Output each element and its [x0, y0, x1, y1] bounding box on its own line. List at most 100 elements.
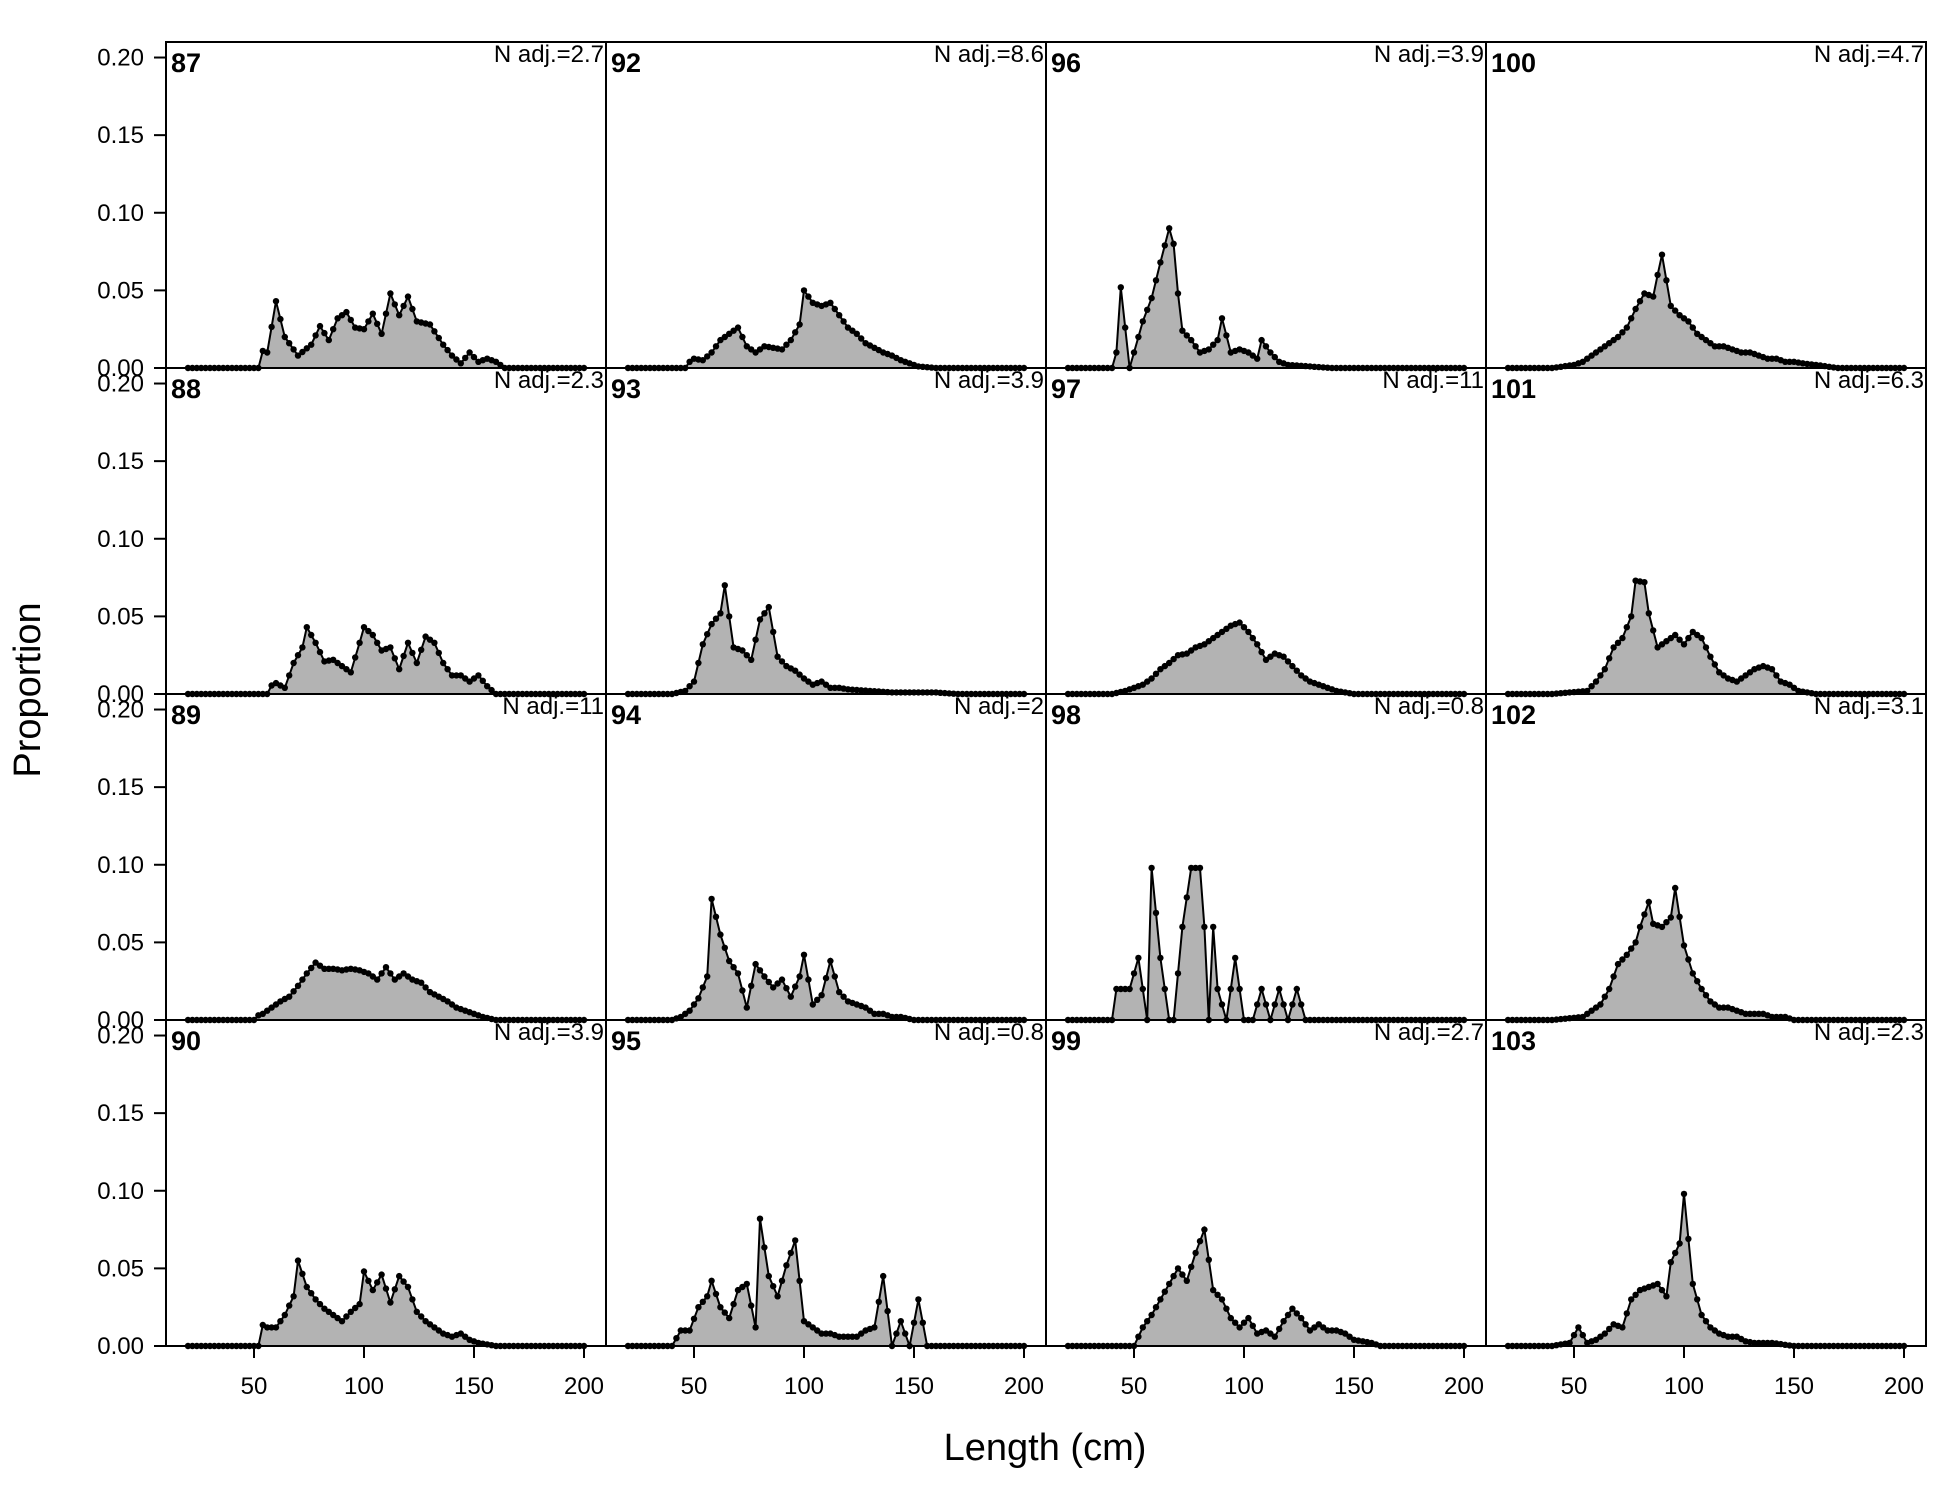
data-point — [765, 603, 772, 611]
panel-label: 95 — [611, 1026, 641, 1056]
data-point — [919, 1319, 926, 1326]
data-point — [343, 1313, 350, 1320]
data-point — [787, 993, 794, 1000]
data-point — [752, 1324, 759, 1331]
data-point — [312, 332, 319, 339]
data-point — [1196, 1238, 1204, 1245]
data-point — [739, 333, 746, 341]
data-point — [752, 960, 759, 968]
data-point — [378, 330, 385, 337]
n-adj-label: N adj.=3.9 — [494, 1019, 604, 1046]
data-point — [840, 318, 847, 325]
data-point — [1663, 1293, 1670, 1300]
panel-frame — [1485, 1019, 1927, 1347]
data-point — [453, 672, 460, 679]
panels-layer: 87 N adj.=2.7 0.00 0.05 0.10 0.15 0.20 88 N adj.… — [97, 41, 1927, 1400]
data-point — [1152, 1304, 1160, 1311]
data-point — [396, 312, 403, 319]
data-point — [1707, 653, 1714, 660]
y-tick-label: 0.00 — [97, 1333, 144, 1360]
data-point — [840, 993, 847, 1000]
panel-label: 87 — [171, 48, 201, 78]
data-point — [695, 995, 702, 1002]
data-point — [783, 985, 790, 992]
data-point — [682, 687, 689, 695]
data-point — [378, 1271, 385, 1278]
data-point — [897, 1318, 904, 1325]
data-point — [699, 357, 706, 364]
data-point — [338, 1318, 346, 1325]
data-point — [440, 341, 447, 348]
x-tick-label: 50 — [681, 1373, 708, 1400]
y-axis-title: Proportion — [7, 602, 49, 777]
x-tick-label: 200 — [1444, 1373, 1484, 1400]
area-fill-87 — [188, 293, 584, 368]
panel-95: 95 N adj.=0.8 50 100 150 200 — [605, 1019, 1047, 1400]
data-point — [1166, 659, 1173, 667]
data-point — [277, 315, 284, 323]
data-point — [1658, 923, 1666, 931]
data-point — [827, 957, 834, 965]
data-point — [374, 320, 381, 327]
area-fill-96 — [1068, 228, 1464, 368]
data-point — [1619, 1324, 1626, 1331]
data-point — [1667, 914, 1675, 921]
data-point — [1676, 913, 1683, 920]
data-point — [1122, 985, 1129, 993]
data-point — [1245, 628, 1252, 636]
data-point — [809, 1001, 816, 1008]
data-point — [488, 686, 495, 694]
n-adj-label: N adj.=11 — [1382, 367, 1484, 394]
data-point — [730, 964, 737, 971]
area-fill-97 — [1068, 622, 1464, 694]
data-point — [756, 616, 764, 623]
data-point — [875, 1010, 882, 1017]
panel-100: 100 N adj.=4.7 — [1485, 41, 1927, 372]
data-point — [1192, 864, 1199, 872]
data-point — [831, 684, 838, 691]
x-tick-label: 50 — [1561, 1373, 1588, 1400]
panel-label: 98 — [1051, 700, 1081, 730]
data-point — [1782, 358, 1789, 365]
data-point — [303, 624, 310, 631]
data-point — [1672, 1249, 1679, 1257]
y-tick-label: 0.00 — [97, 355, 144, 382]
data-point — [1680, 641, 1688, 648]
data-point — [1254, 641, 1261, 648]
area-fill-100 — [1508, 254, 1904, 368]
data-point — [1597, 1001, 1604, 1008]
panel-102: 102 N adj.=3.1 — [1485, 693, 1927, 1024]
data-point — [325, 1308, 332, 1316]
data-point — [1210, 923, 1217, 931]
data-point — [1746, 1010, 1754, 1017]
data-point — [400, 1278, 407, 1285]
data-point — [1689, 1280, 1697, 1288]
data-point — [708, 349, 715, 356]
data-point — [1201, 923, 1208, 931]
panel-94: 94 N adj.=2 — [605, 693, 1047, 1024]
data-point — [1135, 1333, 1142, 1340]
data-point — [748, 656, 755, 663]
data-point — [1148, 294, 1155, 302]
data-point — [1183, 1277, 1191, 1285]
data-point — [1139, 318, 1147, 325]
data-point — [343, 308, 350, 316]
data-point — [290, 988, 297, 995]
data-point — [1210, 1286, 1217, 1294]
data-point — [1293, 667, 1301, 674]
data-point — [1702, 644, 1710, 651]
data-point — [1227, 985, 1235, 993]
x-tick-label: 100 — [784, 1373, 824, 1400]
area-fill-101 — [1508, 580, 1904, 694]
data-point — [330, 656, 337, 663]
y-tick-label: 0.15 — [97, 122, 144, 149]
data-point — [387, 290, 394, 297]
data-point — [1694, 1296, 1701, 1303]
data-point — [818, 1330, 825, 1337]
data-point — [303, 345, 310, 352]
area-fill-92 — [628, 290, 1024, 368]
data-point — [915, 1296, 922, 1303]
panel-label: 99 — [1051, 1026, 1081, 1056]
n-adj-label: N adj.=0.8 — [934, 1019, 1044, 1046]
data-point — [752, 636, 759, 643]
